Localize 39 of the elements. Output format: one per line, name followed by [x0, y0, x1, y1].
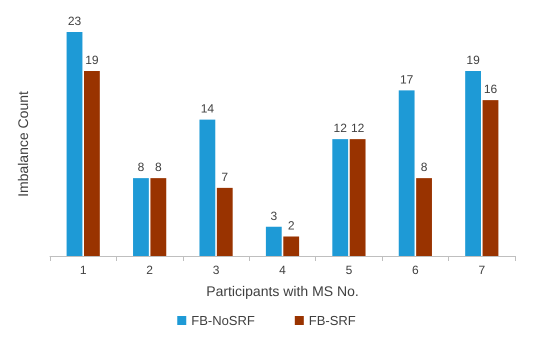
data-label: 19: [466, 52, 480, 67]
x-tick-label: 7: [478, 263, 486, 277]
data-label: 17: [400, 72, 414, 86]
bar: [133, 178, 149, 256]
bar: [416, 178, 432, 256]
x-tick-label: 5: [346, 263, 353, 277]
x-tick-label: 6: [412, 263, 420, 277]
bar: [465, 70, 481, 256]
data-label: 8: [420, 160, 428, 174]
bar: [350, 139, 366, 256]
legend-label: FB-SRF: [308, 313, 356, 328]
bar: [398, 90, 415, 256]
y-axis-title: Imbalance Count: [15, 90, 31, 197]
x-axis-title: Participants with MS No.: [206, 283, 359, 299]
data-label: 16: [484, 82, 498, 96]
data-label: 8: [155, 160, 162, 174]
bar: [216, 188, 233, 256]
data-label: 2: [288, 218, 295, 233]
x-tick-label: 3: [212, 263, 220, 277]
bar: [150, 178, 166, 256]
data-label: 7: [221, 170, 228, 184]
bar: [332, 139, 348, 256]
bar: [199, 120, 216, 256]
bar: [482, 100, 498, 256]
data-label: 14: [200, 102, 214, 116]
bar: [283, 236, 300, 256]
data-label: 12: [334, 121, 348, 136]
x-tick-label: 4: [279, 263, 286, 277]
x-tick-label: 1: [80, 263, 87, 277]
bar: [66, 32, 82, 256]
legend-label: FB-NoSRF: [191, 313, 255, 328]
bar: [84, 70, 100, 256]
bar: [266, 226, 282, 256]
x-tick-label: 2: [146, 263, 154, 277]
data-label: 12: [350, 121, 365, 136]
data-label: 3: [270, 208, 278, 223]
data-label: 19: [85, 52, 99, 67]
data-label: 8: [138, 160, 145, 174]
data-label: 23: [68, 14, 82, 28]
